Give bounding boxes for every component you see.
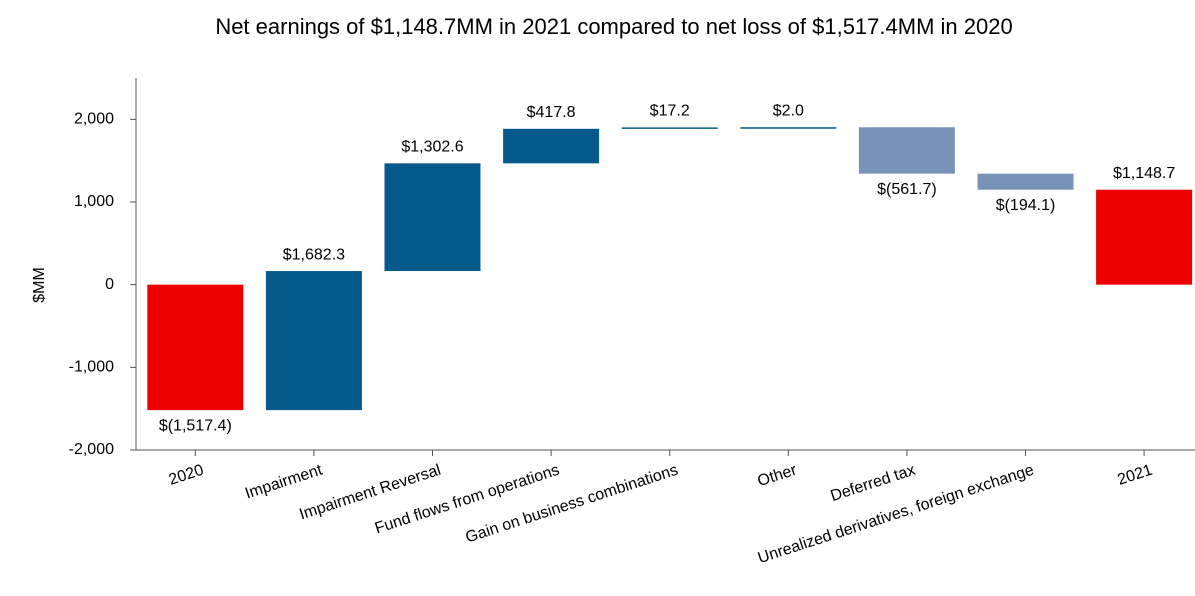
bar xyxy=(1096,189,1193,285)
y-tick-label: 2,000 xyxy=(74,111,114,128)
y-tick-label: -2,000 xyxy=(69,441,114,458)
x-tick-label: Impairment xyxy=(243,461,325,502)
value-label: $(194.1) xyxy=(996,197,1056,214)
bar xyxy=(384,163,481,272)
bar xyxy=(740,127,837,129)
bar xyxy=(265,271,362,411)
bar xyxy=(503,128,600,164)
x-tick-label: Gain on business combinations xyxy=(464,462,681,547)
y-axis-label: $MM xyxy=(31,267,48,303)
bar xyxy=(977,173,1074,190)
bar xyxy=(858,127,955,174)
value-label: $1,682.3 xyxy=(283,246,345,263)
value-label: $417.8 xyxy=(527,104,576,121)
x-tick-label: Other xyxy=(756,461,800,490)
value-label: $(561.7) xyxy=(877,181,937,198)
value-label: $1,148.7 xyxy=(1113,165,1175,182)
y-tick-label: 0 xyxy=(105,276,114,293)
y-tick-label: 1,000 xyxy=(74,193,114,210)
chart-title: Net earnings of $1,148.7MM in 2021 compa… xyxy=(215,14,1012,39)
x-tick-label: 2021 xyxy=(1116,462,1155,489)
bar xyxy=(147,284,244,411)
value-label: $1,302.6 xyxy=(401,139,463,156)
x-tick-label: Deferred tax xyxy=(828,462,917,505)
x-tick-label: 2020 xyxy=(167,462,206,489)
value-label: $17.2 xyxy=(650,103,690,120)
y-tick-label: -1,000 xyxy=(69,359,114,376)
value-label: $2.0 xyxy=(773,102,804,119)
bar xyxy=(621,127,718,129)
value-label: $(1,517.4) xyxy=(159,417,232,434)
